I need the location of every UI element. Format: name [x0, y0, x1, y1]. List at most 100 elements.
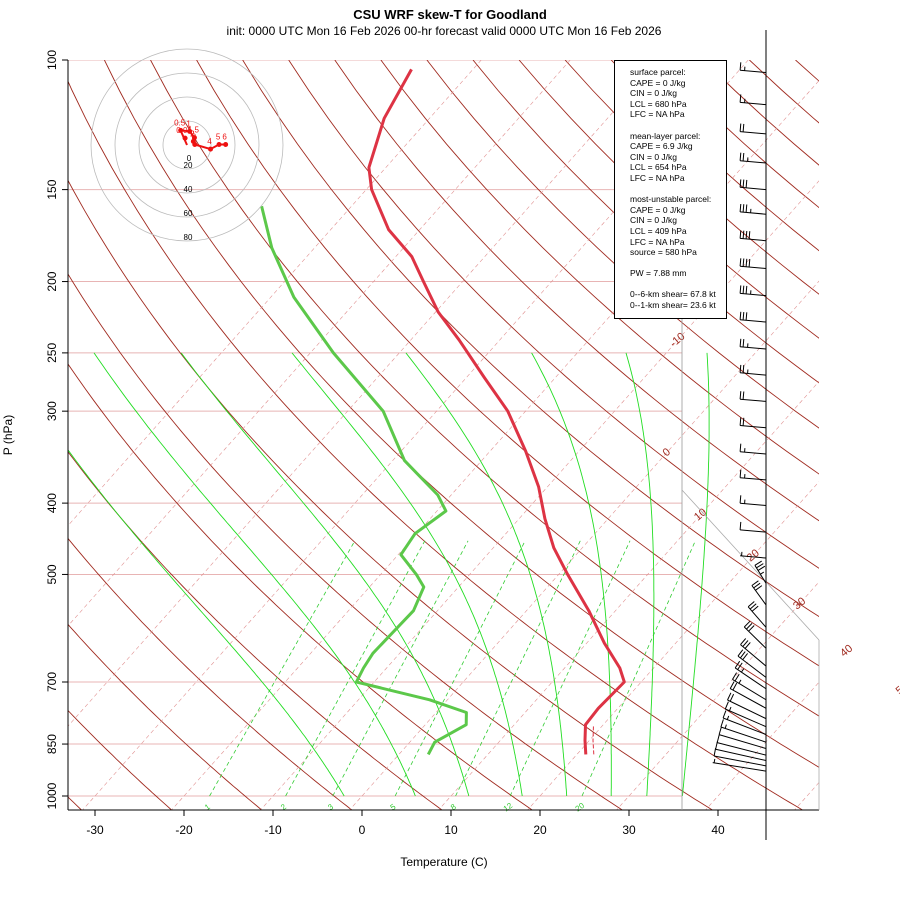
isotherm-label: 40 — [838, 643, 855, 660]
dry-adiabat — [795, 60, 819, 82]
hodograph-origin-label: 0 — [187, 154, 192, 163]
x-tick-label: 10 — [444, 823, 458, 837]
wind-barb — [724, 701, 767, 728]
dry-adiabat — [334, 60, 819, 522]
wind-barb — [739, 203, 767, 215]
moist-adiabat — [180, 352, 470, 797]
hodograph-point-label: 2 — [190, 129, 195, 138]
wind-barb — [712, 758, 767, 772]
dry-adiabat — [103, 60, 819, 768]
mixing-ratio-line — [394, 540, 526, 797]
surface-cape: CAPE = 0 J/kg — [630, 77, 686, 88]
hodograph-point-label: 1 — [186, 119, 191, 128]
hodograph-ring-label: 80 — [184, 233, 193, 242]
surface-cin: CIN = 0 J/kg — [630, 88, 678, 99]
dry-adiabat — [242, 60, 819, 618]
dry-adiabat — [426, 60, 819, 429]
temperature-profile — [367, 68, 626, 755]
hodograph-point-label: 5 — [216, 133, 221, 142]
mixing-ratio-label: 2 — [279, 802, 288, 812]
wind-barb — [740, 638, 767, 667]
hodograph-ring — [138, 96, 236, 194]
hodograph-point — [178, 127, 184, 133]
hodograph-point-label: 6 — [222, 133, 227, 142]
hodograph-point — [223, 142, 229, 148]
isotherm-line — [171, 80, 819, 810]
wind-barb — [739, 311, 767, 323]
x-tick-label: 20 — [533, 823, 547, 837]
wind-barb — [734, 660, 767, 690]
parcel-trace — [592, 724, 595, 755]
y-tick-label: 250 — [45, 343, 59, 363]
x-tick-label: -20 — [175, 823, 193, 837]
isotherm-label: 30 — [791, 595, 808, 612]
wind-barb — [747, 601, 767, 628]
hodograph-ring — [162, 120, 212, 170]
mean-layer-lfc: LFC = NA hPa — [630, 172, 685, 183]
dry-adiabat — [888, 60, 900, 812]
isotherm-line — [260, 180, 819, 810]
moist-adiabat — [681, 352, 710, 797]
isotherm-line — [68, 60, 571, 627]
mean-layer-header: mean-layer parcel: — [630, 130, 701, 141]
hodograph-ring — [114, 72, 260, 218]
isotherm-line — [438, 380, 819, 810]
moist-adiabat — [531, 352, 612, 796]
wind-barb — [739, 417, 767, 429]
hodograph-ring-label: 20 — [184, 161, 193, 170]
wind-barb — [716, 734, 767, 756]
dry-adiabat — [68, 273, 624, 810]
hodograph-point — [208, 146, 214, 152]
sounding-profiles — [260, 68, 626, 756]
mixing-ratio-label: 20 — [574, 801, 587, 814]
dry-adiabat — [68, 451, 443, 810]
wind-barb — [720, 719, 767, 743]
wind-barb — [751, 580, 767, 606]
hodograph-point-label: 4 — [207, 137, 212, 146]
x-tick-label: -10 — [264, 823, 282, 837]
mixing-ratio-label: 8 — [449, 802, 458, 812]
isotherm-line — [705, 681, 819, 810]
y-tick-label: 1000 — [45, 782, 59, 809]
moist-adiabat — [291, 352, 523, 797]
x-tick-label: -30 — [86, 823, 104, 837]
mixing-ratio-line — [455, 540, 581, 797]
dry-adiabat — [68, 80, 804, 810]
surface-lfc: LFC = NA hPa — [630, 109, 685, 120]
wind-barb — [739, 94, 767, 106]
wind-barb — [739, 521, 767, 533]
y-tick-label: 150 — [45, 179, 59, 199]
wind-barb — [739, 230, 767, 242]
surface-parcel-header: surface parcel: — [630, 67, 686, 77]
chart-title: CSU WRF skew-T for Goodland — [353, 7, 547, 22]
y-tick-label: 500 — [45, 564, 59, 584]
most-unstable-source: source = 580 hPa — [630, 247, 697, 258]
dry-adiabat — [150, 60, 819, 717]
isotherm-line — [794, 782, 819, 810]
isotherm-line — [68, 60, 482, 527]
moist-adiabat — [68, 449, 345, 797]
wind-barb — [722, 710, 767, 735]
hodograph-ring-label: 40 — [184, 185, 193, 194]
mixing-ratio-label: 12 — [502, 801, 515, 814]
mean-layer-lcl: LCL = 654 hPa — [630, 162, 687, 173]
dry-adiabat — [472, 60, 819, 384]
hodograph-point — [182, 135, 188, 141]
isotherm-line — [349, 280, 819, 810]
hodograph-point — [187, 128, 193, 134]
dry-adiabat — [842, 60, 900, 812]
shear-0-6km: 0--6-km shear= 67.8 kt — [630, 289, 716, 300]
wind-barb — [743, 620, 767, 649]
mixing-ratio-label: 3 — [326, 802, 335, 812]
moist-adiabat — [93, 352, 416, 797]
dry-adiabat — [68, 179, 714, 810]
dry-adiabat — [380, 60, 819, 475]
wind-barb — [739, 258, 767, 270]
isotherm-label: -10 — [668, 330, 688, 349]
wind-barb — [713, 748, 767, 767]
wind-barb — [739, 443, 767, 455]
dry-adiabat — [749, 60, 819, 124]
dry-adiabat — [702, 60, 819, 166]
x-axis-label: Temperature (C) — [400, 855, 487, 869]
